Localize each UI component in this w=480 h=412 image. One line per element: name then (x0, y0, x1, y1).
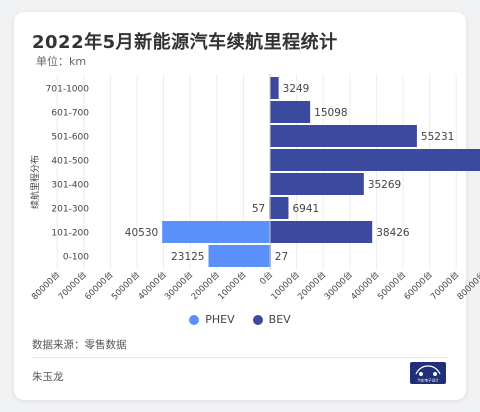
source-note: 数据来源：零售数据 (32, 339, 127, 351)
data-label-phev: 57 (252, 203, 265, 215)
bar-bev (270, 197, 289, 219)
x-tick-label: 10000台 (269, 269, 302, 302)
x-tick-label: 30000台 (162, 269, 195, 302)
x-tick-label: 40000台 (136, 269, 169, 302)
bar-bev (270, 101, 311, 123)
category-label: 101-200 (51, 229, 89, 239)
data-label-bev: 3249 (283, 83, 310, 95)
x-tick-label: 80000台 (29, 269, 62, 302)
data-label-bev: 27 (275, 251, 288, 263)
x-tick-label: 10000台 (216, 269, 249, 302)
legend-label-bev: BEV (268, 313, 291, 326)
data-label-bev: 38426 (376, 227, 410, 239)
chart-title: 2022年5月新能源汽车续航里程统计 (32, 32, 338, 53)
x-tick-label: 60000台 (402, 269, 435, 302)
legend: PHEV BEV (0, 313, 480, 326)
data-label-bev: 15098 (314, 107, 347, 119)
legend-item-bev[interactable]: BEV (252, 313, 291, 326)
bar-phev (208, 245, 270, 267)
x-tick-label: 60000台 (83, 269, 116, 302)
x-tick-label: 80000台 (455, 269, 480, 302)
legend-dot-bev (252, 314, 263, 325)
legend-item-phev[interactable]: PHEV (189, 313, 235, 326)
category-label: 0-100 (63, 253, 89, 263)
author-name: 朱玉龙 (32, 371, 64, 383)
category-label: 601-700 (51, 109, 89, 119)
x-tick-label: 0台 (257, 269, 275, 287)
brand-logo: 汽车电子设计 (410, 362, 446, 384)
bar-bev (270, 125, 417, 147)
x-tick-label: 70000台 (428, 269, 461, 302)
bar-phev (162, 221, 270, 243)
unit-label: 单位：km (36, 55, 87, 68)
category-label: 401-500 (51, 157, 89, 167)
x-tick-label: 70000台 (56, 269, 89, 302)
bar-bev (270, 173, 364, 195)
y-axis-title: 续航里程分布 (29, 155, 41, 209)
x-tick-label: 30000台 (322, 269, 355, 302)
data-label-phev: 40530 (125, 227, 158, 239)
data-label-bev: 6941 (292, 203, 319, 215)
x-tick-label: 40000台 (349, 269, 382, 302)
data-label-phev: 23125 (171, 251, 204, 263)
category-label: 301-400 (51, 181, 89, 191)
legend-label-phev: PHEV (205, 313, 235, 326)
data-label-bev: 55231 (421, 131, 454, 143)
bar-bev (270, 149, 480, 171)
category-label: 201-300 (51, 205, 89, 215)
footer-divider (32, 357, 448, 358)
category-label: 701-1000 (46, 85, 90, 95)
chart-card (14, 12, 466, 400)
x-tick-label: 50000台 (375, 269, 408, 302)
data-label-bev: 35269 (368, 179, 401, 191)
bar-bev (270, 77, 279, 99)
category-label: 501-600 (51, 133, 89, 143)
x-tick-label: 50000台 (109, 269, 142, 302)
legend-dot-phev (189, 314, 200, 325)
bar-bev (270, 221, 373, 243)
x-tick-label: 20000台 (189, 269, 222, 302)
x-tick-label: 20000台 (295, 269, 328, 302)
svg-text:汽车电子设计: 汽车电子设计 (417, 378, 439, 383)
